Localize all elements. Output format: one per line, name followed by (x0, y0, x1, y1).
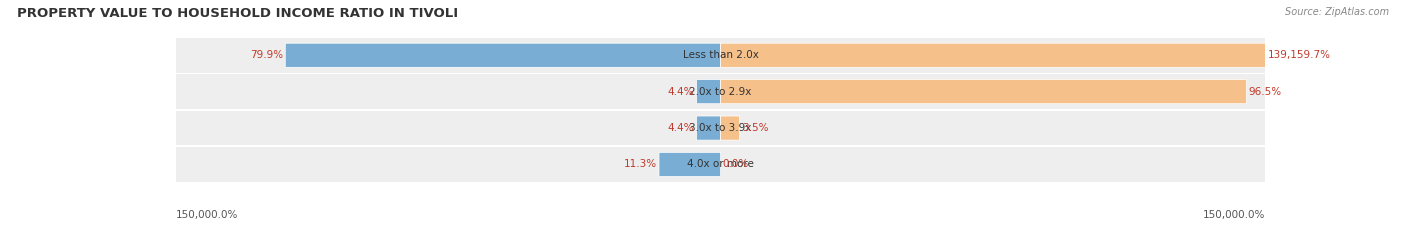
Bar (176, 38, 1265, 73)
FancyBboxPatch shape (720, 43, 1265, 67)
Text: 3.5%: 3.5% (742, 123, 768, 133)
Text: 4.4%: 4.4% (668, 123, 695, 133)
Bar (176, 111, 1265, 145)
Text: 2.0x to 2.9x: 2.0x to 2.9x (689, 87, 752, 97)
Text: 139,159.7%: 139,159.7% (1268, 50, 1330, 60)
FancyBboxPatch shape (720, 116, 740, 140)
Text: 11.3%: 11.3% (624, 159, 657, 169)
Text: 150,000.0%: 150,000.0% (176, 210, 238, 220)
Text: Source: ZipAtlas.com: Source: ZipAtlas.com (1285, 7, 1389, 17)
FancyBboxPatch shape (696, 80, 721, 104)
Text: 79.9%: 79.9% (250, 50, 283, 60)
FancyBboxPatch shape (659, 152, 721, 177)
FancyBboxPatch shape (285, 43, 721, 67)
Text: 96.5%: 96.5% (1249, 87, 1282, 97)
Bar (176, 147, 1265, 182)
Text: 4.0x or more: 4.0x or more (688, 159, 754, 169)
Text: 3.0x to 3.9x: 3.0x to 3.9x (689, 123, 752, 133)
Text: 150,000.0%: 150,000.0% (1204, 210, 1265, 220)
FancyBboxPatch shape (720, 80, 1246, 104)
FancyBboxPatch shape (696, 116, 721, 140)
Text: 4.4%: 4.4% (668, 87, 695, 97)
Text: Less than 2.0x: Less than 2.0x (683, 50, 758, 60)
Text: 0.0%: 0.0% (723, 159, 749, 169)
Text: PROPERTY VALUE TO HOUSEHOLD INCOME RATIO IN TIVOLI: PROPERTY VALUE TO HOUSEHOLD INCOME RATIO… (17, 7, 458, 20)
Bar (176, 74, 1265, 109)
